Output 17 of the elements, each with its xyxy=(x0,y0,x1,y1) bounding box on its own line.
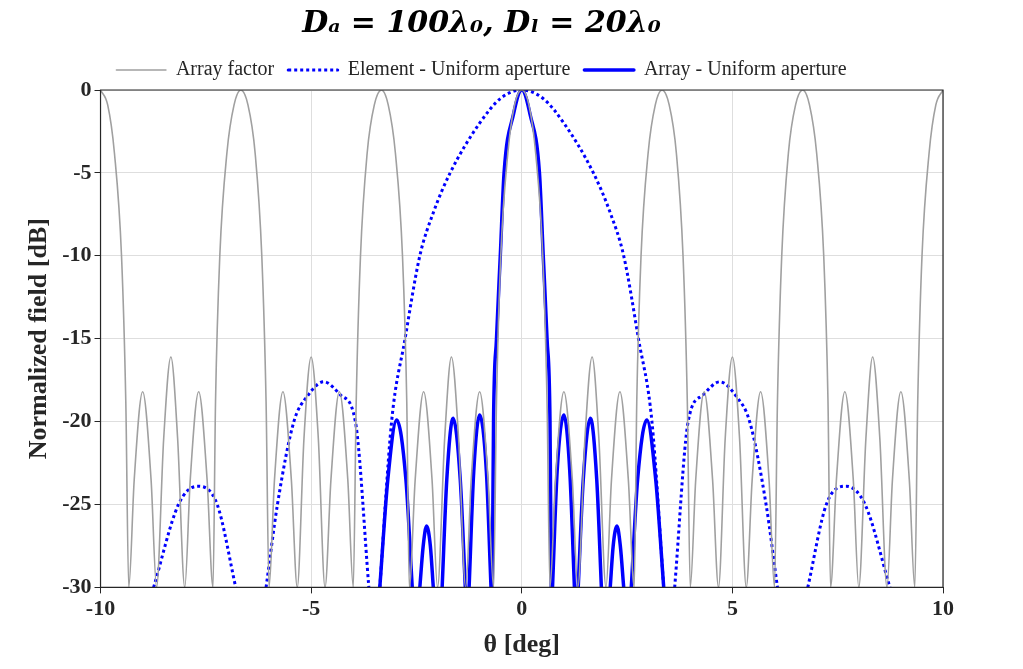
y-tick-label: 0 xyxy=(80,75,92,101)
chart-title: Dₐ = 100λ₀, Dₗ = 20λ₀ xyxy=(301,3,661,39)
y-tick-label: -30 xyxy=(62,573,92,599)
legend-label: Array - Uniform aperture xyxy=(643,57,847,81)
x-tick-label: -5 xyxy=(301,595,321,621)
y-tick-label: -25 xyxy=(62,490,92,516)
y-axis-title: Normalized field [dB] xyxy=(23,218,53,460)
x-tick-label: 10 xyxy=(932,595,954,621)
y-tick-label: -5 xyxy=(73,158,92,184)
x-axis-title: θ [deg] xyxy=(483,629,560,659)
y-tick-label: -10 xyxy=(62,241,92,267)
x-tick-label: 0 xyxy=(516,595,528,621)
legend-label: Array factor xyxy=(175,57,275,81)
x-tick-label: 5 xyxy=(726,595,738,621)
y-tick-label: -15 xyxy=(62,324,92,350)
legend-label: Element - Uniform aperture xyxy=(347,57,571,81)
y-tick-label: -20 xyxy=(62,407,92,433)
